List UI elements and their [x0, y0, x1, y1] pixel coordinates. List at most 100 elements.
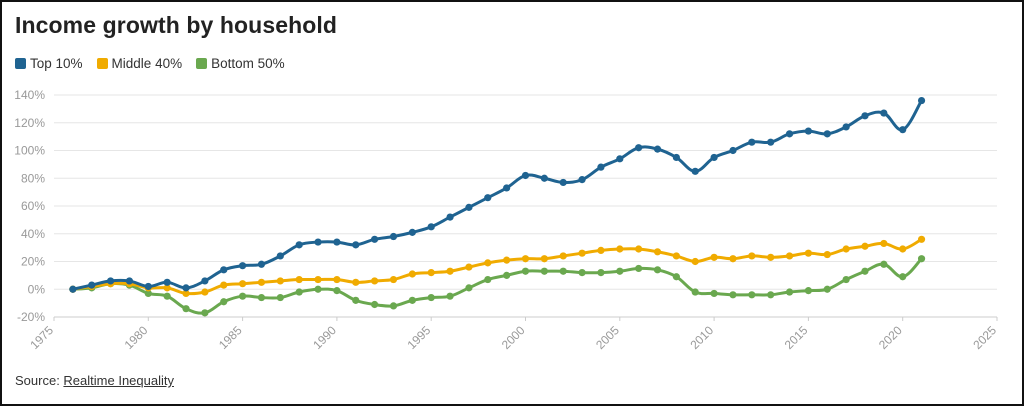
data-point-top-10 — [144, 282, 152, 291]
data-point-middle-40 — [201, 288, 209, 296]
data-point-middle-40 — [691, 257, 699, 266]
data-point-top-10 — [861, 112, 869, 120]
data-point-top-10 — [389, 232, 398, 241]
data-point-middle-40 — [578, 249, 586, 257]
data-point-middle-40 — [371, 277, 379, 285]
data-point-bottom-50 — [842, 275, 850, 284]
data-point-middle-40 — [653, 248, 662, 256]
data-point-bottom-50 — [239, 292, 247, 300]
data-point-middle-40 — [880, 239, 888, 248]
data-point-bottom-50 — [314, 285, 322, 293]
data-point-bottom-50 — [333, 287, 341, 295]
data-point-bottom-50 — [635, 264, 643, 273]
data-point-top-10 — [785, 130, 794, 138]
data-point-top-10 — [823, 130, 831, 138]
data-point-top-10 — [201, 277, 209, 285]
data-point-bottom-50 — [804, 287, 813, 295]
data-point-middle-40 — [389, 275, 398, 284]
series-line-middle-40 — [71, 237, 924, 296]
data-point-middle-40 — [597, 246, 605, 254]
data-point-middle-40 — [785, 252, 794, 260]
x-tick-label: 2000 — [499, 323, 528, 352]
legend-item-top-10[interactable]: Top 10% — [15, 56, 83, 71]
x-tick-label: 2020 — [876, 323, 905, 352]
data-point-middle-40 — [503, 256, 511, 264]
data-point-top-10 — [408, 228, 416, 236]
data-point-top-10 — [106, 277, 115, 285]
data-point-bottom-50 — [597, 269, 605, 277]
data-point-middle-40 — [521, 255, 530, 263]
y-tick-label: 100% — [14, 144, 45, 158]
y-tick-label: 80% — [21, 171, 45, 185]
data-point-bottom-50 — [748, 291, 756, 299]
data-point-top-10 — [691, 167, 699, 175]
data-point-bottom-50 — [503, 271, 511, 279]
data-point-bottom-50 — [823, 285, 831, 293]
source-link[interactable]: Realtime Inequality — [63, 373, 174, 388]
data-point-middle-40 — [861, 242, 869, 250]
x-tick-label: 2005 — [593, 323, 622, 352]
data-point-middle-40 — [823, 250, 831, 259]
y-tick-label: 120% — [14, 116, 45, 130]
data-point-bottom-50 — [389, 302, 398, 310]
data-point-top-10 — [578, 176, 586, 184]
y-tick-label: 0% — [28, 282, 46, 296]
data-point-middle-40 — [748, 252, 756, 260]
x-tick-label: 2010 — [687, 323, 716, 352]
legend-item-middle-40[interactable]: Middle 40% — [96, 56, 183, 71]
data-point-top-10 — [88, 281, 96, 289]
data-point-top-10 — [880, 109, 888, 117]
series-line-top-10 — [71, 99, 924, 291]
data-point-top-10 — [446, 213, 454, 221]
data-point-top-10 — [182, 284, 190, 292]
data-point-bottom-50 — [408, 296, 416, 304]
data-point-top-10 — [521, 171, 530, 180]
data-point-top-10 — [314, 238, 322, 246]
data-point-middle-40 — [239, 280, 247, 288]
data-point-bottom-50 — [653, 266, 662, 274]
data-point-bottom-50 — [880, 260, 888, 268]
data-point-middle-40 — [465, 263, 473, 271]
data-point-top-10 — [333, 238, 341, 246]
data-point-top-10 — [276, 252, 284, 260]
data-point-bottom-50 — [220, 298, 228, 306]
legend-label-middle-40: Middle 40% — [111, 56, 183, 71]
data-point-top-10 — [616, 155, 624, 163]
data-point-middle-40 — [276, 277, 284, 285]
data-point-middle-40 — [352, 278, 360, 286]
source-prefix: Source: — [15, 373, 64, 388]
data-point-bottom-50 — [465, 284, 473, 292]
x-tick-label: 1975 — [27, 323, 56, 352]
data-point-middle-40 — [408, 270, 416, 278]
data-point-top-10 — [125, 277, 134, 285]
data-point-top-10 — [672, 153, 680, 162]
legend-item-bottom-50[interactable]: Bottom 50% — [196, 56, 285, 71]
legend: Top 10% Middle 40% Bottom 50% — [15, 56, 285, 71]
data-point-top-10 — [899, 126, 907, 134]
data-point-middle-40 — [899, 245, 907, 253]
data-point-top-10 — [371, 235, 379, 243]
data-point-top-10 — [917, 96, 926, 105]
data-point-bottom-50 — [371, 300, 379, 309]
data-point-bottom-50 — [182, 305, 190, 313]
data-point-top-10 — [653, 145, 662, 153]
data-point-top-10 — [804, 127, 813, 135]
data-point-bottom-50 — [710, 289, 718, 298]
data-point-top-10 — [427, 223, 435, 231]
data-point-middle-40 — [257, 278, 266, 286]
data-point-bottom-50 — [559, 267, 567, 275]
data-point-bottom-50 — [917, 255, 926, 263]
data-point-top-10 — [710, 153, 718, 162]
data-point-bottom-50 — [616, 267, 624, 275]
y-tick-label: 40% — [21, 227, 45, 241]
y-tick-label: 20% — [21, 255, 45, 269]
data-point-top-10 — [635, 144, 643, 152]
data-point-middle-40 — [295, 275, 303, 284]
data-point-middle-40 — [710, 253, 718, 261]
data-point-top-10 — [559, 178, 567, 187]
data-point-bottom-50 — [767, 291, 775, 299]
chart-title: Income growth by household — [15, 12, 338, 38]
x-tick-label: 2025 — [970, 323, 999, 352]
legend-swatch-top-10 — [15, 58, 26, 69]
